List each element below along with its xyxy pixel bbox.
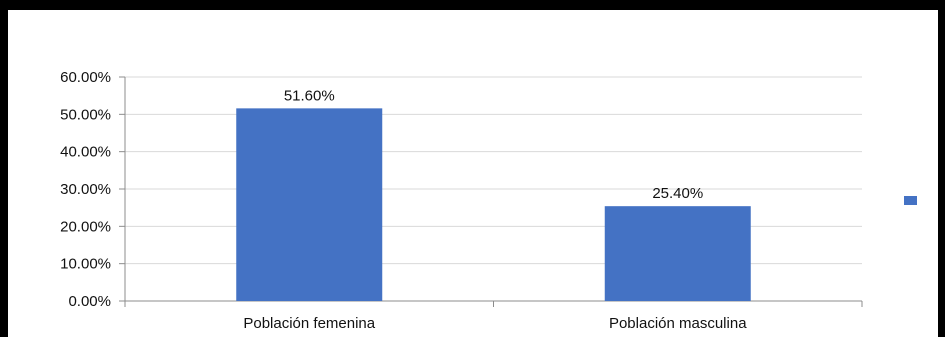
bar bbox=[236, 108, 383, 301]
y-tick-label: 50.00% bbox=[60, 106, 111, 123]
y-tick-label: 10.00% bbox=[60, 256, 111, 273]
bars bbox=[236, 108, 751, 301]
y-tick-label: 40.00% bbox=[60, 144, 111, 161]
y-tick-label: 20.00% bbox=[60, 218, 111, 235]
data-label: 25.40% bbox=[652, 185, 703, 202]
x-category-label: Población femenina bbox=[243, 315, 375, 332]
labels: 0.00% 10.00% 20.00% 30.00% 40.00% 50.00% 60.00… bbox=[60, 69, 747, 332]
data-label: 51.60% bbox=[284, 87, 335, 104]
y-tick-label: 30.00% bbox=[60, 181, 111, 198]
gridlines bbox=[125, 76, 862, 265]
legend bbox=[904, 196, 917, 205]
x-category-label: Población masculina bbox=[609, 315, 747, 332]
legend-swatch bbox=[904, 196, 917, 205]
y-tick-label: 60.00% bbox=[60, 69, 111, 86]
y-tick-label: 0.00% bbox=[68, 293, 111, 310]
bar bbox=[604, 206, 751, 301]
